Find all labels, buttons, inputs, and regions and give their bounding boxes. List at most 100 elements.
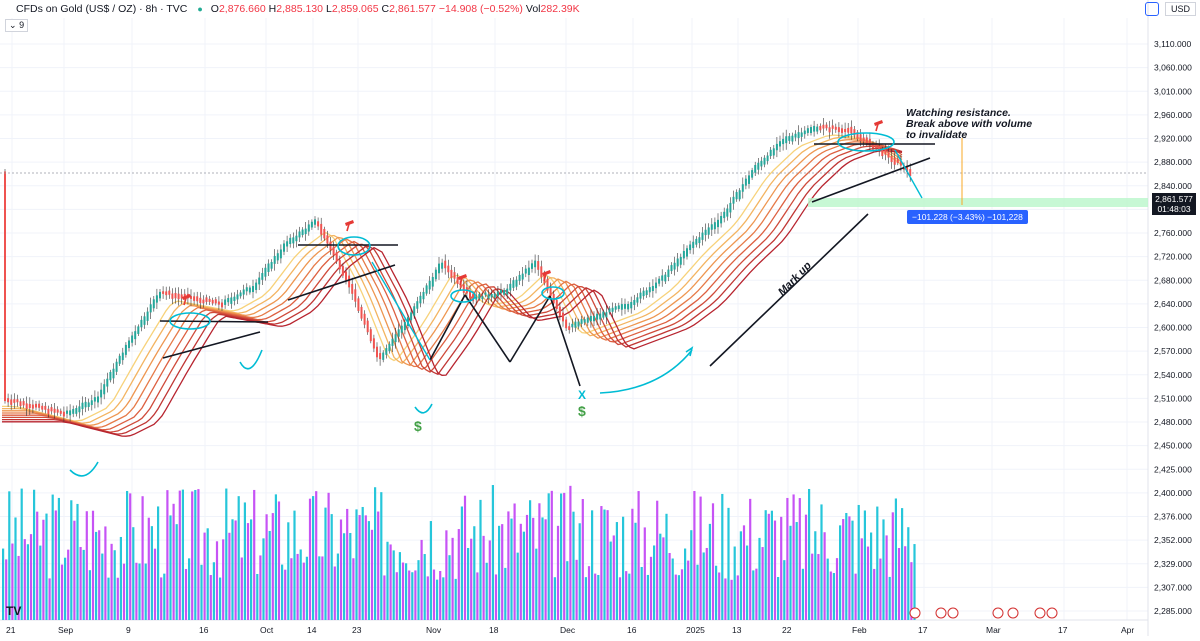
volume-bar: [879, 558, 882, 620]
candle-body: [13, 399, 16, 403]
candle-body: [50, 407, 53, 412]
market-status-dot-icon: ●: [197, 4, 203, 14]
candle-body: [146, 311, 149, 321]
candle-body: [834, 126, 837, 130]
candle-body: [726, 208, 729, 217]
candle-body: [540, 266, 543, 278]
volume-bar: [473, 526, 476, 620]
candle-body: [608, 308, 611, 313]
lock-icon[interactable]: [1144, 2, 1159, 16]
candle-body: [338, 260, 341, 270]
hammer-handle: [183, 297, 187, 306]
volume-bar: [367, 521, 370, 620]
chart-header: CFDs on Gold (US$ / OZ) · 8h · TVC ● O2,…: [0, 0, 580, 18]
candle-body: [273, 255, 276, 264]
volume-bar: [773, 520, 777, 620]
indicator-count-badge[interactable]: ⌄ 9: [5, 19, 29, 32]
volume-bar: [792, 494, 795, 620]
volume-bar: [420, 539, 423, 620]
volume-bar: [876, 506, 879, 620]
candle-body: [555, 300, 558, 309]
candle-body: [589, 315, 592, 322]
ma-ribbon-line: [2, 134, 903, 422]
volume-bar: [290, 558, 293, 620]
volume-bar: [777, 577, 780, 620]
candle-body: [416, 301, 419, 309]
volume-bar: [736, 575, 739, 620]
candle-body: [307, 224, 310, 232]
candle-body: [865, 137, 868, 144]
volume-bar: [814, 531, 817, 620]
volume-bar: [538, 503, 541, 620]
volume-bar: [231, 519, 234, 620]
candle-body: [62, 411, 65, 417]
volume-bar: [507, 511, 510, 620]
volume-bar: [163, 573, 166, 620]
volume-bar: [188, 558, 191, 620]
volume-bar: [454, 578, 457, 620]
candle-body: [78, 406, 81, 413]
candle-body: [692, 241, 695, 249]
candle-body: [518, 274, 521, 281]
currency-button[interactable]: USD: [1164, 2, 1196, 16]
volume-bar: [414, 570, 417, 620]
y-tick-label: 3,060.000: [1154, 63, 1192, 73]
candle-body: [738, 190, 741, 200]
candle-body: [31, 404, 34, 409]
candle-body: [171, 293, 174, 299]
candle-body: [10, 399, 13, 405]
volume-bar: [361, 506, 364, 620]
decline-line: [894, 149, 923, 199]
volume-bar: [157, 506, 160, 620]
x-tick-label: Mar: [986, 625, 1001, 635]
candle-body: [717, 219, 719, 228]
candle-body: [549, 286, 552, 297]
hammer-handle: [346, 223, 350, 232]
y-tick-label: 2,400.000: [1154, 488, 1192, 498]
candle-body: [469, 290, 471, 299]
candle-body: [568, 326, 571, 330]
top-right-controls: USD: [1144, 2, 1196, 16]
volume-bar: [609, 541, 612, 620]
x-tick-label: 17: [1058, 625, 1068, 635]
y-tick-label: 3,110.000: [1154, 39, 1191, 49]
x-tick-label: 14: [307, 625, 317, 635]
candle-body: [580, 319, 583, 324]
event-flag-icon: [1046, 607, 1058, 619]
x-tick-label: Apr: [1121, 625, 1134, 635]
volume-bar: [832, 573, 835, 620]
y-tick-label: 2,352.000: [1154, 535, 1192, 545]
candle-body: [326, 235, 329, 244]
event-flag-icon: [909, 607, 921, 619]
candle-body: [785, 136, 788, 144]
volume-bar: [417, 560, 420, 620]
candle-body: [16, 399, 19, 403]
volume-bar: [333, 566, 336, 620]
volume-bar: [253, 489, 256, 620]
volume-bar: [525, 514, 529, 620]
volume-bar: [119, 536, 122, 620]
candle-body: [648, 287, 651, 293]
candle-body: [686, 248, 688, 257]
x-tick-label: 22: [782, 625, 792, 635]
candle-body: [137, 326, 140, 334]
volume-bar: [857, 504, 860, 620]
candle-body: [75, 408, 78, 414]
volume-bar: [575, 559, 578, 620]
candle-body: [385, 348, 388, 355]
candle-body: [233, 296, 236, 301]
swing-low-curve: [239, 349, 263, 370]
candle-body: [196, 296, 199, 302]
symbol-title[interactable]: CFDs on Gold (US$ / OZ) · 8h · TVC: [16, 3, 188, 15]
candle-body: [620, 304, 623, 310]
candle-body: [286, 241, 289, 247]
low-value: 2,859.065: [331, 3, 379, 15]
tradingview-logo[interactable]: TV: [6, 604, 22, 618]
candle-body: [633, 300, 636, 305]
volume-bar: [755, 568, 758, 620]
volume-bar: [758, 537, 761, 620]
volume-bar: [882, 519, 885, 620]
candle-body: [320, 223, 323, 235]
